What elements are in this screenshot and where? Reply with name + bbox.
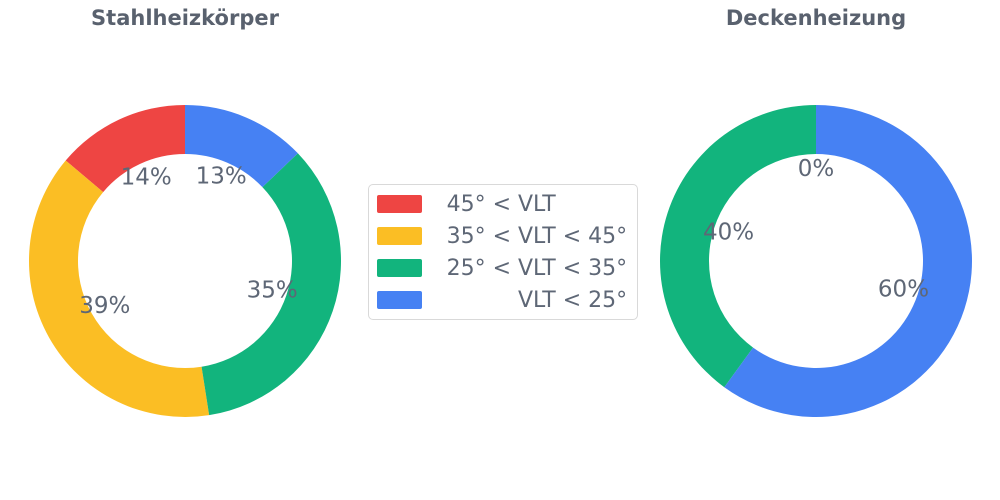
- slice-percentage-label: 13%: [196, 163, 247, 189]
- legend-item-45-lt-vlt: 45° < VLT: [377, 188, 627, 220]
- legend-item-vlt-lt-25: VLT < 25°: [377, 284, 627, 316]
- slice-percentage-label: 0%: [798, 156, 835, 182]
- legend-label-suffix: < 35°: [562, 255, 628, 281]
- donut-slice: [29, 160, 210, 417]
- donut-slice: [65, 105, 185, 193]
- donut-slice: [201, 153, 342, 416]
- legend-swatch-yellow: [377, 227, 422, 245]
- legend-label-suffix: < 45°: [562, 223, 628, 249]
- legend: 45° < VLT 35° < VLT < 45° 25° < VLT < 35° VLT…: [368, 184, 639, 320]
- slice-percentage-label: 60%: [878, 276, 929, 302]
- chart-title-deckenheizung: Deckenheizung: [725, 6, 907, 30]
- legend-label-mid: VLT: [518, 255, 556, 281]
- legend-label-mid: VLT: [518, 223, 556, 249]
- legend-item-25-vlt-35: 25° < VLT < 35°: [377, 252, 627, 284]
- legend-label-prefix: 45° <: [446, 191, 511, 217]
- legend-label-mid: VLT: [518, 191, 556, 217]
- legend-label: 25° < VLT < 35°: [440, 255, 628, 281]
- legend-label: 45° < VLT: [440, 192, 563, 217]
- legend-label: 35° < VLT < 45°: [440, 223, 628, 249]
- legend-swatch-blue: [377, 291, 422, 309]
- legend-label: VLT < 25°: [440, 288, 627, 313]
- legend-swatch-red: [377, 195, 422, 213]
- donut-chart-stahlheizkoerper: 14% 39% 35% 13%: [29, 105, 342, 417]
- chart-deckenheizung: Deckenheizung 0% 40% 60%: [656, 0, 976, 470]
- donut-slice: [724, 105, 972, 417]
- donut-chart-deckenheizung: 0% 40% 60%: [660, 105, 972, 417]
- slice-percentage-label: 14%: [121, 165, 172, 191]
- slice-percentage-label: 40%: [703, 220, 754, 246]
- legend-label-prefix: 35° <: [446, 223, 511, 249]
- legend-swatch-green: [377, 259, 422, 277]
- legend-label-mid: VLT: [518, 287, 556, 313]
- chart-stahlheizkoerper: Stahlheizkörper 14% 39% 35% 13%: [25, 0, 345, 470]
- legend-label-prefix: [440, 288, 511, 313]
- slice-percentage-label: 35%: [247, 278, 298, 304]
- chart-title-stahlheizkoerper: Stahlheizkörper: [91, 6, 279, 30]
- legend-label-suffix: < 25°: [562, 287, 628, 313]
- legend-item-35-vlt-45: 35° < VLT < 45°: [377, 220, 627, 252]
- slice-percentage-label: 39%: [79, 293, 130, 319]
- donut-slice: [185, 105, 298, 188]
- legend-label-prefix: 25° <: [446, 255, 511, 281]
- donut-slice: [660, 105, 816, 388]
